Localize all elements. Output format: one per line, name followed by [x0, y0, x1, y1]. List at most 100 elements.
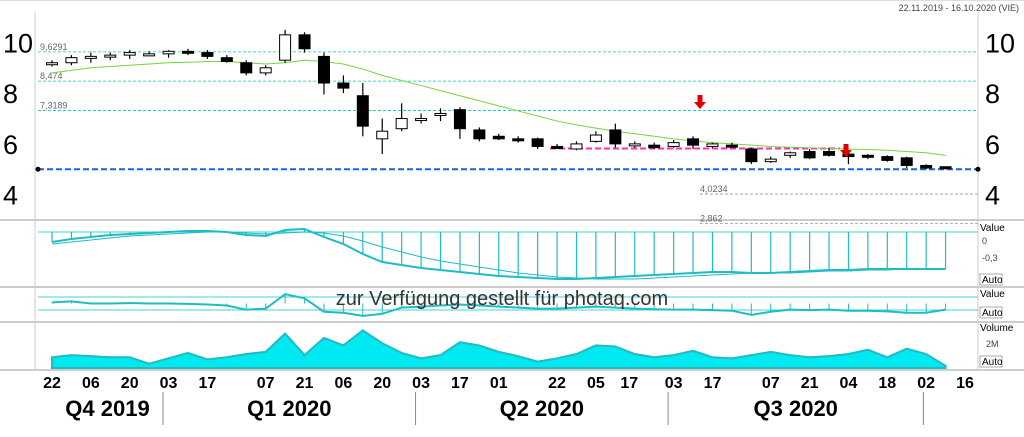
x-tick-label: 05 — [587, 375, 605, 392]
macd-zero-tick: 0 — [982, 236, 987, 246]
candle-body — [240, 62, 253, 74]
x-tick-label: 22 — [548, 375, 566, 392]
x-tick-label: 17 — [451, 375, 469, 392]
macd-line — [51, 227, 946, 280]
candle-body — [706, 143, 719, 147]
candle-body — [667, 142, 680, 147]
candle-body — [784, 152, 797, 156]
volume-label: Volume — [980, 323, 1014, 334]
candle-body — [220, 57, 233, 62]
y-tick-label-right: 6 — [985, 130, 1000, 160]
candle-body — [201, 52, 214, 57]
auto-scale-label: Auto — [982, 308, 1003, 319]
x-tick-label: 03 — [412, 375, 430, 392]
candle-body — [162, 50, 175, 55]
candle-body — [589, 134, 602, 142]
x-tick-label: 20 — [373, 375, 391, 392]
candle-body — [376, 130, 389, 140]
auto-scale-button[interactable] — [979, 273, 1003, 286]
x-tick-label: 18 — [878, 375, 896, 392]
candle-body — [609, 129, 622, 145]
macd-neg-tick: -0,3 — [982, 253, 998, 263]
date-range: 22.11.2019 - 16.10.2020 (VIE) — [899, 3, 1019, 13]
down-arrow-icon — [840, 144, 852, 157]
auto-scale-button[interactable] — [979, 306, 1003, 319]
candle-body — [823, 151, 836, 156]
x-tick-label: 01 — [490, 375, 508, 392]
x-tick-label: 17 — [620, 375, 638, 392]
x-axis-ticks: 22 06 20 03 17 07 21 06 20 03 17 01 22 05 17 03 17 07 21 04… — [43, 375, 974, 392]
quarter-labels: Q4 2019 Q1 2020 Q2 2020 Q3 2020 — [65, 392, 924, 425]
candle-body — [764, 158, 777, 163]
x-tick-label: 03 — [665, 375, 683, 392]
y-tick-label-left: 8 — [3, 79, 18, 109]
x-tick-label: 20 — [121, 375, 139, 392]
x-tick-label: 06 — [334, 375, 352, 392]
candle-body — [920, 164, 933, 169]
candle-body — [551, 145, 564, 149]
x-tick-label: 02 — [917, 375, 935, 392]
x-tick-label: 07 — [257, 375, 275, 392]
candle-body — [181, 50, 194, 54]
candle-body — [337, 82, 350, 89]
candle-body — [881, 156, 894, 161]
auto-scale-label: Auto — [982, 357, 1003, 368]
candle-body — [143, 53, 156, 57]
candle-body — [900, 157, 913, 166]
y-axis-labels: 10 10 8 8 6 6 4 4 — [3, 28, 1015, 210]
y-tick-label-right: 4 — [985, 181, 1000, 211]
candle-body — [279, 34, 292, 61]
candle-body — [725, 144, 738, 148]
candle-body — [492, 135, 505, 140]
moving-average-line — [51, 59, 946, 156]
candle-body — [65, 57, 78, 64]
candle-body — [687, 138, 700, 146]
level-label: 7,3189 — [40, 100, 68, 110]
x-tick-label: 04 — [840, 375, 858, 392]
candle-body — [531, 138, 544, 147]
candle-body — [46, 62, 58, 66]
y-tick-label-right: 10 — [985, 28, 1015, 58]
quarter-label: Q3 2020 — [754, 396, 838, 421]
volume-2m-tick: 2M — [986, 339, 999, 349]
candle-body — [473, 129, 486, 140]
price-levels: 9,6291 8,474 7,3189 4,0234 2,862 — [38, 42, 978, 224]
candle-body — [453, 109, 466, 130]
x-tick-label: 03 — [160, 375, 178, 392]
candle-body — [317, 55, 330, 84]
x-tick-label: 17 — [704, 375, 722, 392]
candle-body — [648, 144, 661, 149]
level-label: 4,0234 — [700, 184, 728, 194]
candle-body — [628, 143, 641, 147]
candlesticks — [46, 29, 952, 170]
y-tick-label-left: 10 — [3, 28, 33, 58]
candle-body — [512, 138, 525, 142]
x-tick-label: 21 — [801, 375, 819, 392]
level-label: 8,474 — [40, 71, 63, 81]
x-tick-label: 07 — [762, 375, 780, 392]
watermark: zur Verfügung gestellt für photaq.com — [336, 288, 668, 310]
candle-body — [745, 148, 758, 163]
candle-body — [259, 67, 272, 74]
quarter-label: Q4 2019 — [65, 396, 149, 421]
y-tick-label-right: 8 — [985, 79, 1000, 109]
y-tick-label-left: 4 — [3, 181, 18, 211]
candle-body — [415, 118, 428, 122]
candle-body — [939, 166, 952, 170]
auto-scale-label: Auto — [982, 275, 1003, 286]
osc-value-label: Value — [980, 289, 1005, 300]
candle-body — [104, 54, 117, 58]
y-tick-label-left: 6 — [3, 130, 18, 160]
x-tick-label: 17 — [199, 375, 217, 392]
macd-value-label: Value — [980, 223, 1005, 234]
candle-body — [123, 52, 136, 56]
x-tick-label: 16 — [956, 375, 974, 392]
level-label: 2,862 — [700, 214, 723, 224]
auto-scale-button[interactable] — [979, 355, 1003, 368]
quarter-label: Q1 2020 — [247, 396, 331, 421]
quarter-label: Q2 2020 — [500, 396, 584, 421]
candle-body — [298, 34, 311, 50]
x-tick-label: 22 — [43, 375, 61, 392]
candle-body — [570, 143, 583, 150]
